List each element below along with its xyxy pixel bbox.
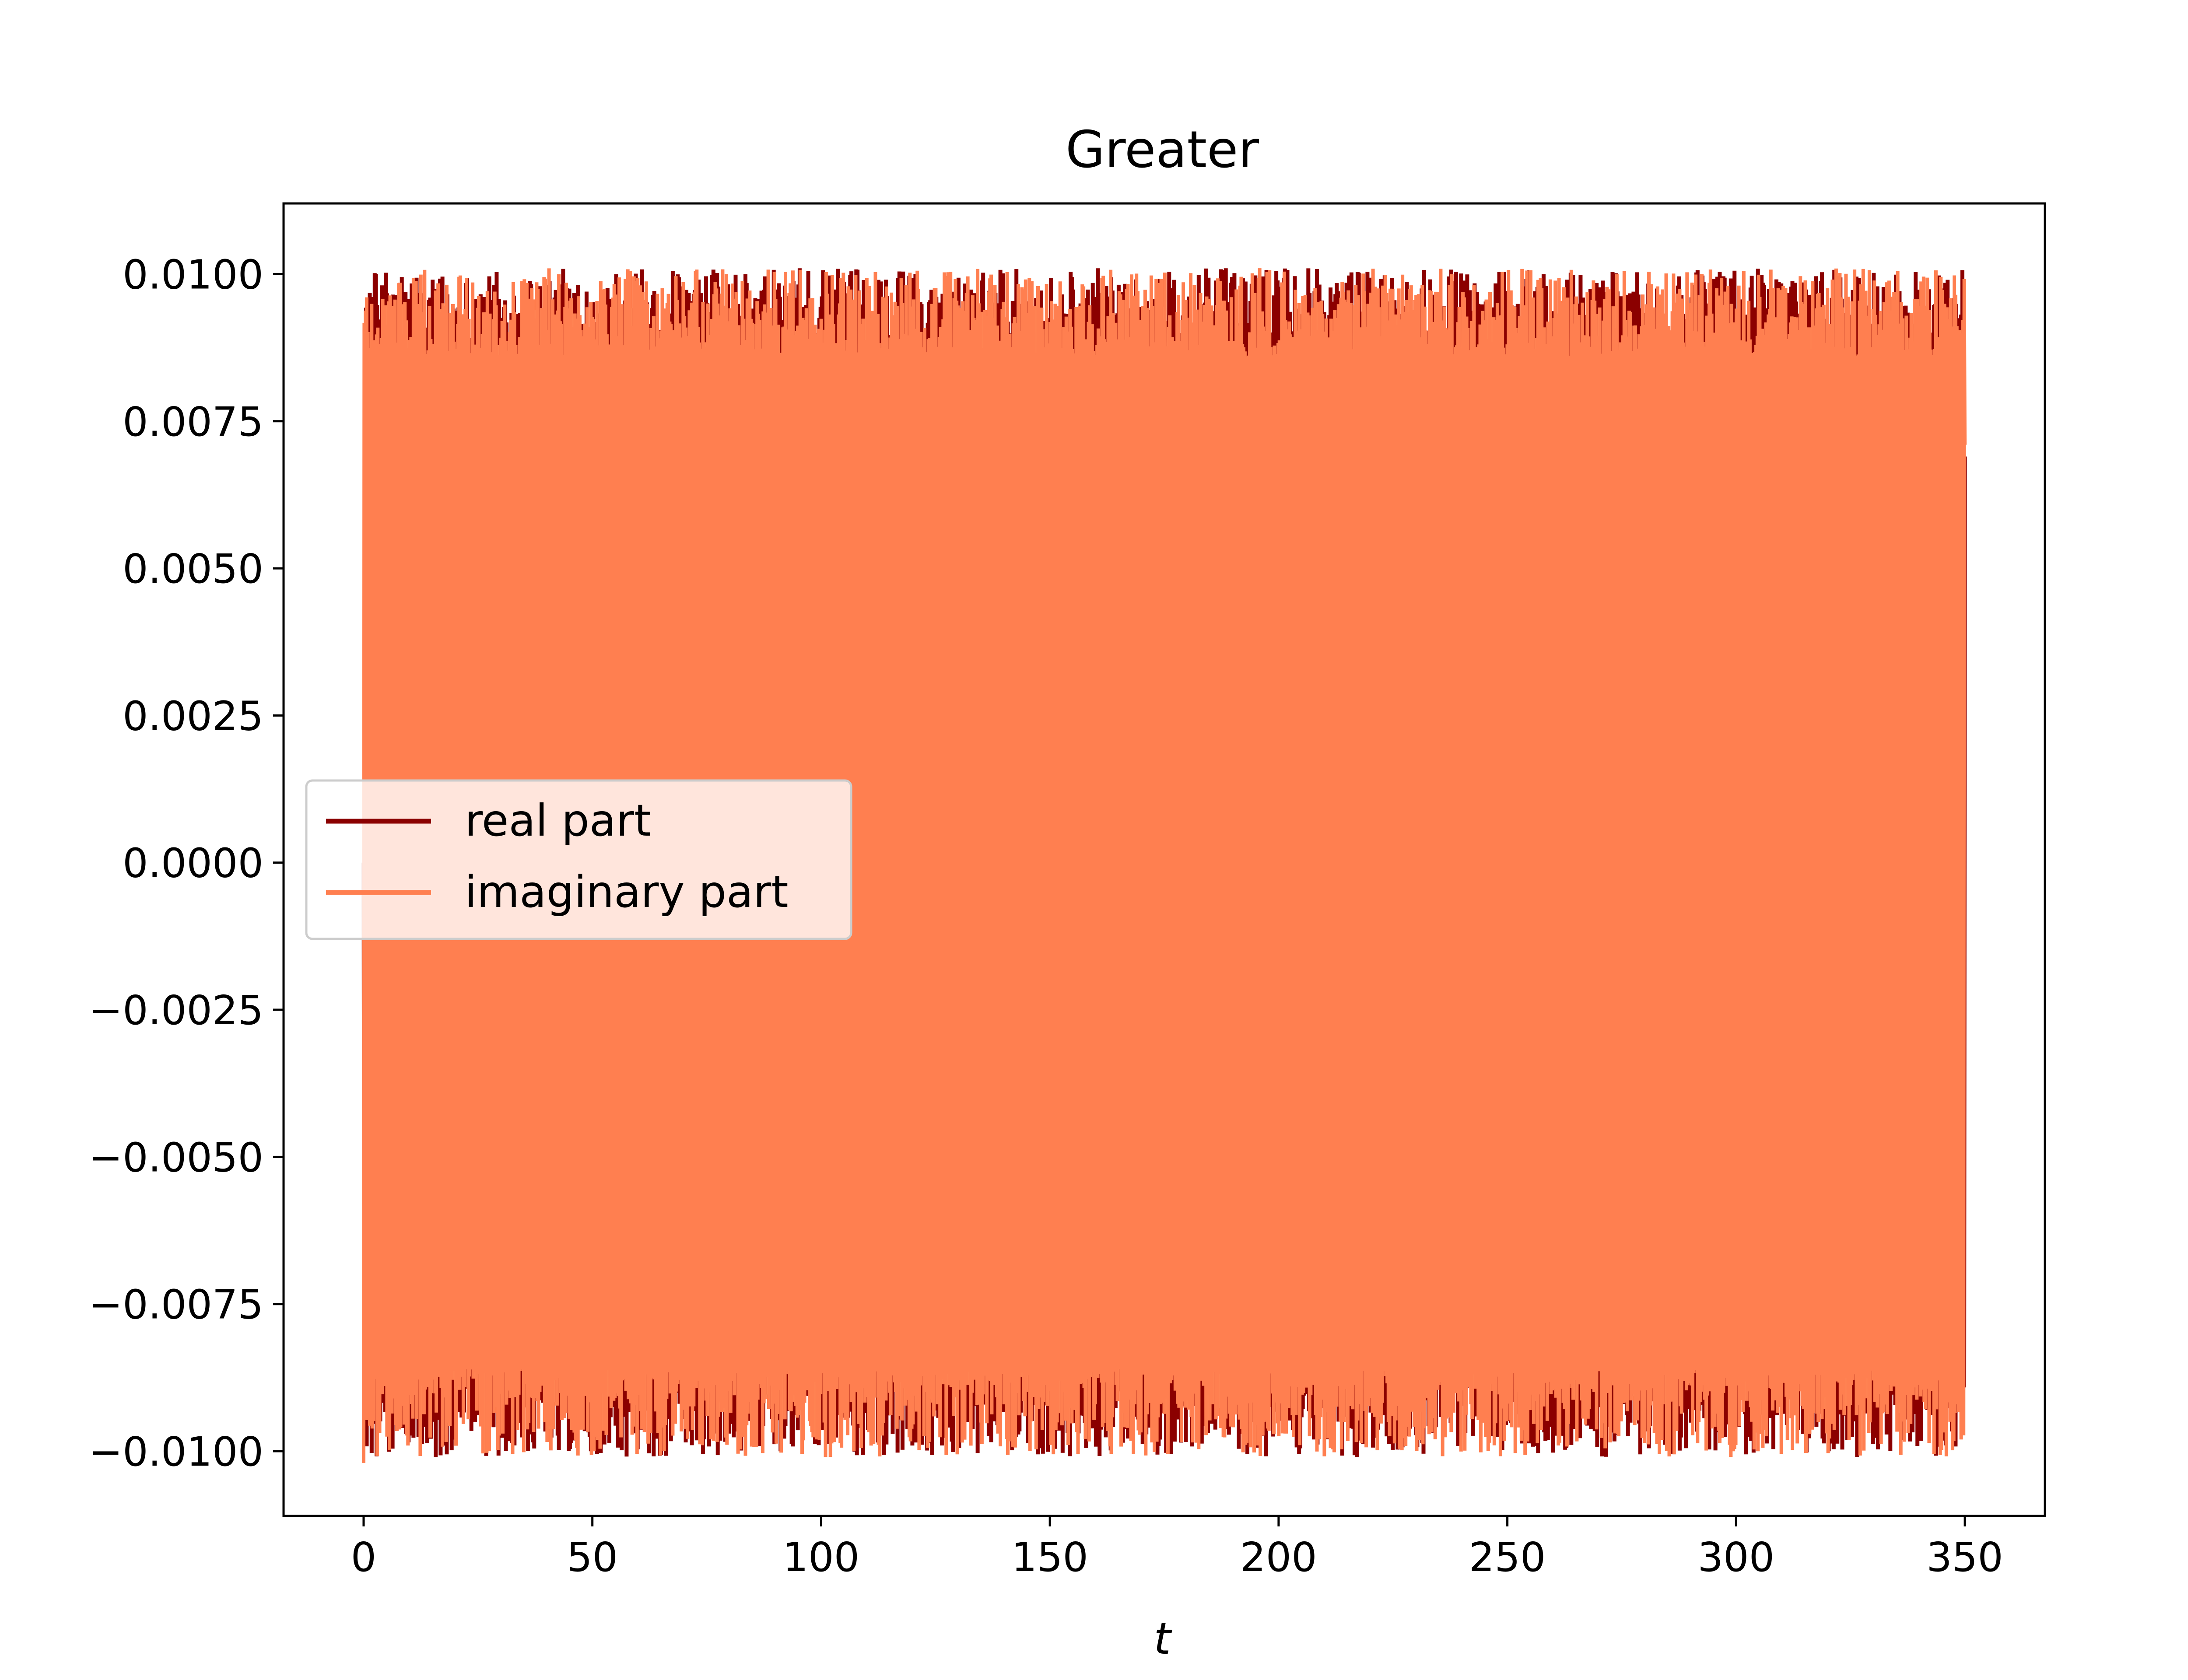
x-tick-label: 250 — [1469, 1534, 1546, 1581]
plot-frame — [282, 202, 2046, 1517]
legend: real part imaginary part — [305, 779, 852, 940]
series-line-imaginary-part — [362, 268, 1967, 1463]
y-tick-label: −0.0025 — [89, 987, 263, 1034]
y-tick-label: 0.0075 — [123, 399, 263, 445]
x-tick-label: 100 — [783, 1534, 860, 1581]
legend-box — [305, 779, 852, 940]
y-axis: −0.0100 −0.0075 −0.0050 −0.0025 0.0000 0.0025… — [89, 251, 284, 1475]
y-tick-label: 0.0025 — [123, 693, 263, 739]
x-tick-label: 0 — [351, 1534, 377, 1581]
legend-label-real-part: real part — [465, 795, 651, 846]
y-tick-label: 0.0050 — [123, 546, 263, 592]
x-axis-label: t — [1154, 1613, 1172, 1664]
x-axis: 0 50 100 150 200 250 300 350 — [351, 1516, 2003, 1581]
x-tick-label: 300 — [1698, 1534, 1775, 1581]
series-layer — [361, 268, 1967, 1463]
y-tick-label: −0.0100 — [89, 1428, 263, 1475]
legend-label-imaginary-part: imaginary part — [465, 866, 789, 917]
x-tick-label: 50 — [567, 1534, 618, 1581]
x-tick-label: 150 — [1011, 1534, 1088, 1581]
y-tick-label: −0.0050 — [89, 1134, 263, 1181]
chart-title: Greater — [1066, 120, 1259, 179]
x-tick-label: 200 — [1240, 1534, 1317, 1581]
x-tick-label: 350 — [1926, 1534, 2003, 1581]
y-tick-label: 0.0000 — [123, 840, 263, 887]
y-tick-label: 0.0100 — [123, 251, 263, 298]
y-tick-label: −0.0075 — [89, 1281, 263, 1328]
